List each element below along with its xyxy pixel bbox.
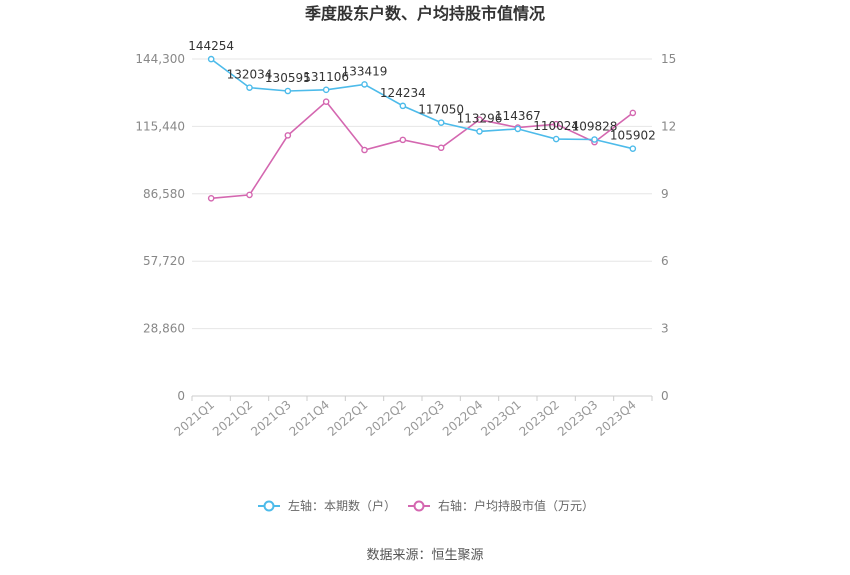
- x-tick-label: 2022Q3: [402, 398, 447, 439]
- data-point: [361, 81, 368, 88]
- data-label: 109828: [572, 120, 618, 134]
- right-axis: 0 3 6 9 12 15: [661, 52, 676, 403]
- x-tick-label: 2023Q1: [478, 398, 523, 439]
- data-point: [476, 116, 483, 123]
- left-axis: 0 28,860 57,720 86,580 115,440 144,300: [135, 52, 185, 403]
- data-point: [284, 132, 292, 139]
- data-label: 105902: [610, 129, 656, 143]
- data-point: [246, 84, 253, 91]
- legend-label: 左轴：本期数（户）: [288, 498, 396, 513]
- x-tick-label: 2023Q2: [517, 398, 562, 439]
- right-tick-label: 6: [661, 254, 669, 268]
- data-point: [207, 194, 215, 202]
- x-tick-label: 2022Q1: [325, 398, 370, 439]
- x-tick-label: 2022Q4: [440, 398, 485, 439]
- data-point: [207, 55, 215, 63]
- data-label: 124234: [380, 86, 426, 100]
- right-tick-label: 0: [661, 389, 669, 403]
- data-label: 144254: [188, 39, 234, 53]
- data-label: 131106: [303, 70, 349, 84]
- left-tick-label: 28,860: [143, 322, 185, 336]
- data-point: [629, 145, 637, 152]
- left-tick-label: 86,580: [143, 187, 185, 201]
- data-point: [514, 125, 522, 133]
- data-point: [552, 120, 560, 128]
- legend: 左轴：本期数（户） 右轴：户均持股市值（万元）: [258, 498, 594, 513]
- legend-swatch-marker: [263, 500, 275, 512]
- right-tick-label: 15: [661, 52, 676, 66]
- x-tick-label: 2021Q3: [248, 398, 293, 439]
- x-tick-label: 2022Q2: [363, 398, 408, 439]
- left-tick-label: 144,300: [135, 52, 185, 66]
- legend-label: 右轴：户均持股市值（万元）: [438, 498, 594, 513]
- data-label: 133419: [342, 64, 388, 78]
- x-axis: 2021Q12021Q22021Q32021Q42022Q12022Q22022…: [172, 396, 653, 439]
- legend-swatch-marker: [413, 500, 425, 512]
- left-tick-label: 0: [177, 389, 185, 403]
- data-point: [552, 135, 560, 143]
- right-tick-label: 12: [661, 119, 676, 133]
- x-tick-label: 2021Q1: [172, 398, 217, 439]
- left-tick-label: 115,440: [135, 119, 185, 133]
- right-tick-label: 9: [661, 187, 669, 201]
- x-tick-label: 2021Q2: [210, 398, 255, 439]
- data-label: 110024: [533, 119, 579, 133]
- right-tick-label: 3: [661, 322, 669, 336]
- x-tick-label: 2021Q4: [287, 398, 332, 439]
- data-point: [399, 102, 407, 110]
- data-label: 117050: [418, 103, 464, 117]
- data-label: 114367: [495, 109, 541, 123]
- data-label: 132034: [227, 68, 273, 82]
- series-line: [210, 58, 634, 150]
- data-point: [476, 128, 483, 135]
- source-note: 数据来源：恒生聚源: [366, 548, 483, 563]
- data-point: [399, 136, 407, 144]
- data-point: [284, 87, 292, 95]
- data-label: 113296: [457, 111, 503, 125]
- chart-title: 季度股东户数、户均持股市值情况: [304, 4, 545, 23]
- data-point: [322, 86, 330, 94]
- data-point: [246, 191, 253, 199]
- data-label: 130595: [265, 71, 311, 85]
- data-point: [437, 119, 445, 126]
- data-point: [322, 98, 330, 105]
- data-point: [361, 146, 368, 154]
- x-tick-label: 2023Q4: [593, 398, 638, 439]
- data-point: [591, 136, 598, 143]
- x-tick-label: 2023Q3: [555, 398, 600, 439]
- series-line: [211, 100, 634, 200]
- left-tick-label: 57,720: [143, 254, 185, 268]
- data-point: [437, 144, 445, 152]
- data-point: [629, 109, 637, 117]
